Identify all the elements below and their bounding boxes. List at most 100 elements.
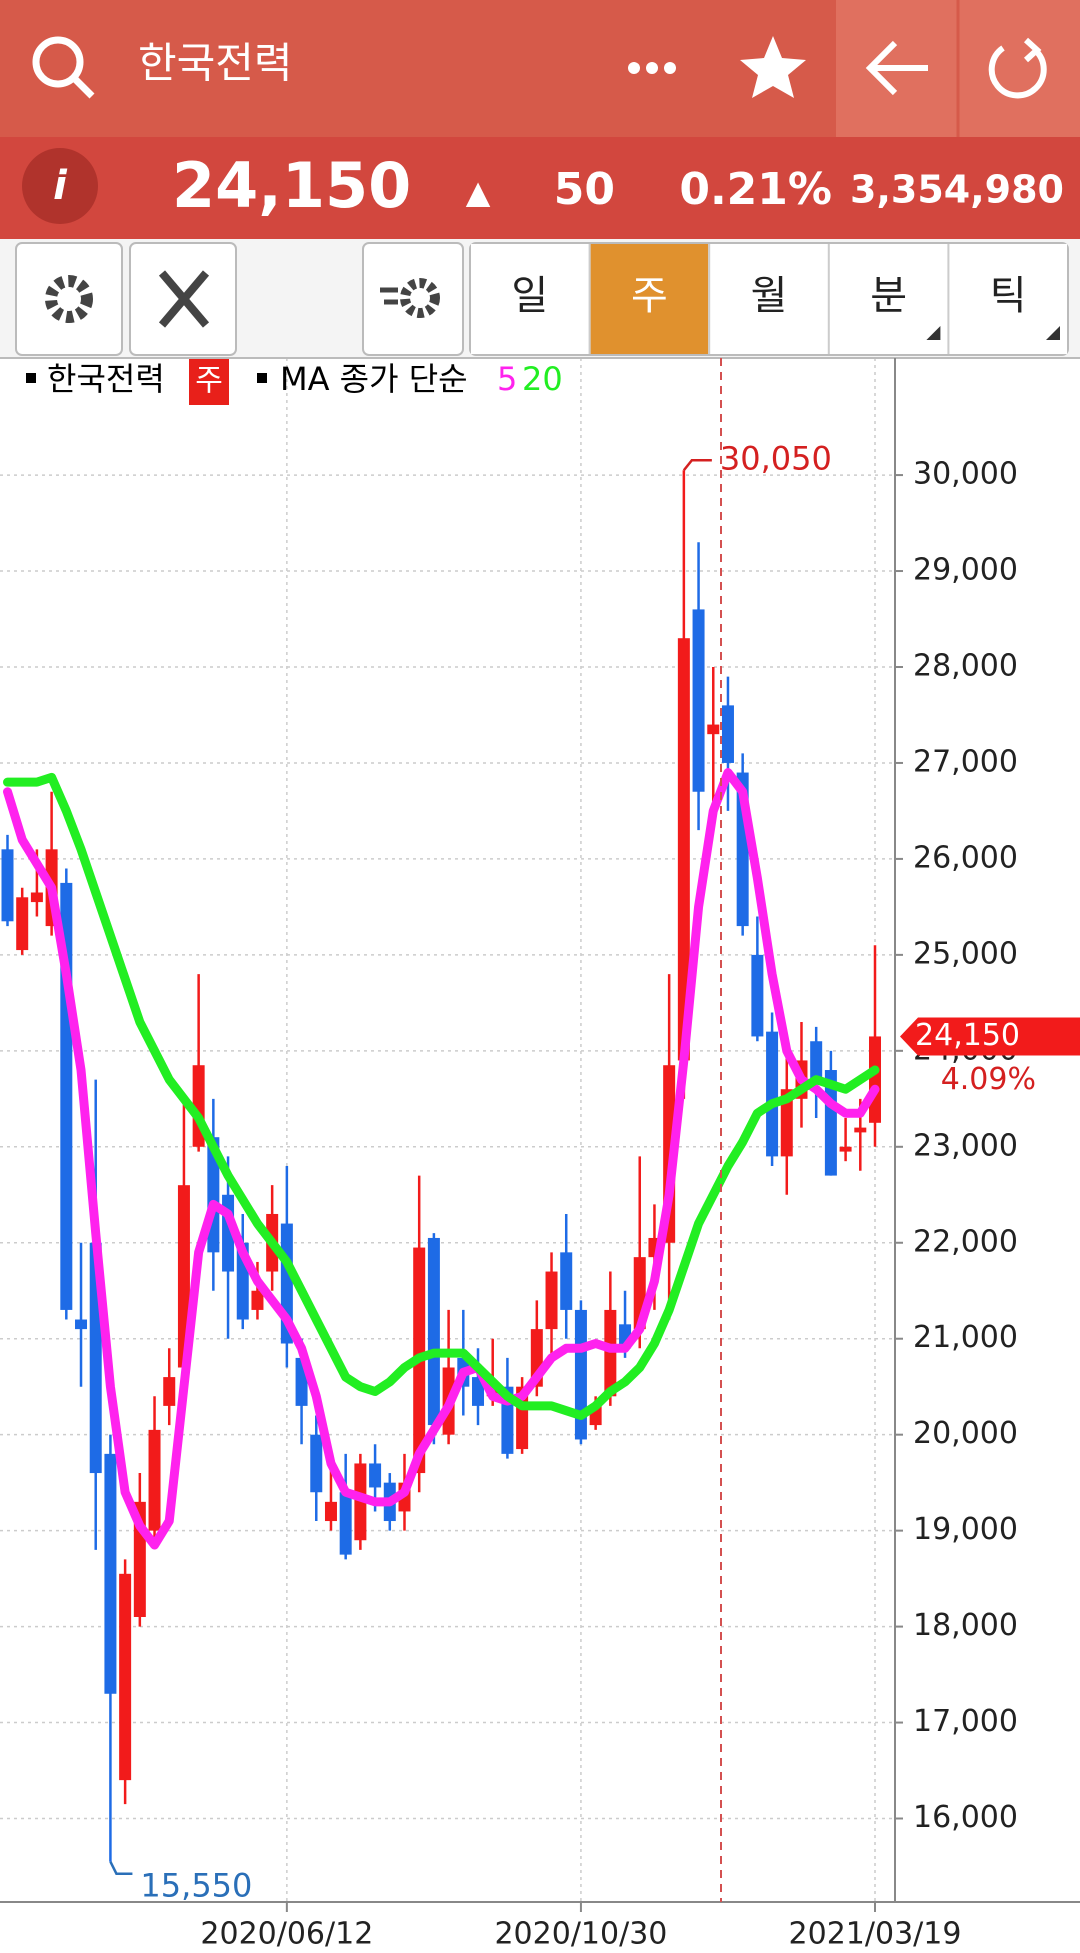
tab-label[interactable]: 틱 (990, 273, 1027, 319)
y-tick-label: 18,000 (913, 1608, 1018, 1643)
price-change: 50 (554, 164, 615, 215)
y-tick-label: 27,000 (913, 744, 1018, 779)
annotation-arrow (109, 1861, 133, 1875)
y-tick-label: 17,000 (913, 1704, 1018, 1739)
info-button[interactable] (22, 148, 98, 224)
candle-body (1, 849, 14, 922)
dropdown-corner (926, 326, 941, 340)
tab-label[interactable]: 월 (751, 273, 788, 319)
candle-body (560, 1252, 573, 1310)
candle-body (869, 1036, 881, 1123)
annotation-arrow (682, 459, 712, 472)
x-tick-label: 2021/03/19 (789, 1917, 962, 1950)
tab[interactable] (949, 244, 1067, 354)
candle-body (75, 1319, 88, 1330)
candle-body (854, 1127, 867, 1133)
candle-body (163, 1377, 176, 1406)
change-arrow: ▲ (466, 173, 491, 211)
y-tick-label: 29,000 (913, 553, 1018, 588)
y-tick-label: 20,000 (913, 1416, 1018, 1451)
candle-body (810, 1041, 823, 1080)
candle-body (427, 1237, 440, 1426)
legend-symbol: 한국전력 (47, 360, 165, 398)
candle-body (310, 1434, 323, 1493)
y-tick-label: 30,000 (913, 457, 1018, 492)
candle-body (369, 1463, 382, 1488)
candle-body (604, 1309, 617, 1397)
volume: 3,354,980 (850, 168, 1064, 212)
chart: 16,000 17,000 18,000 19,000 20,000 21,000 22,0… (0, 358, 1018, 1952)
candle-body (354, 1463, 367, 1541)
candle-body (472, 1377, 485, 1406)
tab-label[interactable]: 분 (870, 273, 907, 319)
last-price-tag (900, 1017, 1080, 1056)
indicator-button[interactable] (362, 242, 464, 356)
candle-body (751, 954, 764, 1037)
y-tick-label: 25,000 (913, 936, 1018, 971)
search-icon[interactable] (32, 36, 95, 99)
last-price-label: 24,150 (915, 1018, 1020, 1053)
last-change-label: 4.09% (941, 1062, 1036, 1097)
period-badge (189, 359, 229, 405)
candle-body (780, 1089, 793, 1157)
y-tick-label: 22,000 (913, 1224, 1018, 1259)
candle-body (707, 724, 720, 735)
more-icon[interactable] (628, 62, 676, 74)
y-tick-label: 28,000 (913, 648, 1018, 683)
candle-body (839, 1146, 852, 1152)
info-icon[interactable]: i (53, 163, 68, 209)
candle-body (324, 1501, 337, 1522)
x-tick-label: 2020/06/12 (200, 1917, 373, 1950)
settings-button[interactable] (15, 242, 123, 356)
candle-body (16, 897, 29, 951)
x-tick-label: 2020/10/30 (494, 1917, 667, 1950)
candle-body (721, 705, 734, 763)
moving-average-line (3, 772, 880, 1420)
y-tick-label: 23,000 (913, 1128, 1018, 1163)
candle-body (574, 1309, 587, 1440)
candle-body (251, 1290, 264, 1310)
candle-body (766, 1031, 779, 1157)
y-tick-label: 26,000 (913, 840, 1018, 875)
candle-body (104, 1453, 117, 1694)
legend-bullet (26, 373, 36, 383)
candle-body (339, 1492, 352, 1555)
candle-body (692, 609, 705, 792)
back-icon[interactable] (865, 40, 928, 96)
tab[interactable] (590, 244, 709, 354)
y-tick-label: 19,000 (913, 1512, 1018, 1547)
ma-legend-title: MA 종가 단순 (280, 360, 468, 398)
tab[interactable] (471, 244, 589, 354)
annotation-label: 15,550 (140, 1867, 252, 1905)
tab-label[interactable]: 주 (631, 273, 668, 319)
indicator-icon[interactable] (380, 278, 440, 318)
legend-ma5: 5 (497, 360, 517, 398)
dropdown-corner (1046, 326, 1060, 340)
tab-label[interactable]: 일 (511, 273, 548, 319)
legend-bullet (257, 373, 267, 383)
tab[interactable] (710, 244, 828, 354)
change-percent: 0.21% (679, 164, 832, 215)
candle-body (677, 638, 690, 1061)
search-query[interactable]: 한국전력 (138, 39, 293, 88)
y-tick-label: 21,000 (913, 1320, 1018, 1355)
candle-body (148, 1429, 161, 1531)
refresh-icon[interactable] (988, 37, 1047, 99)
period-badge-label: 주 (195, 364, 223, 399)
legend-ma20: 20 (522, 360, 563, 398)
gear-icon[interactable] (45, 275, 93, 323)
tools-icon[interactable] (158, 270, 210, 328)
y-tick-label: 16,000 (913, 1800, 1018, 1835)
current-price: 24,150 (172, 149, 411, 222)
tab[interactable] (829, 244, 948, 354)
star-icon[interactable] (740, 36, 806, 98)
candle-body (30, 892, 43, 903)
moving-average-line (3, 768, 880, 1550)
candle-body (545, 1271, 558, 1330)
candle-body (119, 1573, 132, 1781)
annotation-label: 30,050 (720, 439, 832, 477)
info-bar (0, 137, 1080, 239)
